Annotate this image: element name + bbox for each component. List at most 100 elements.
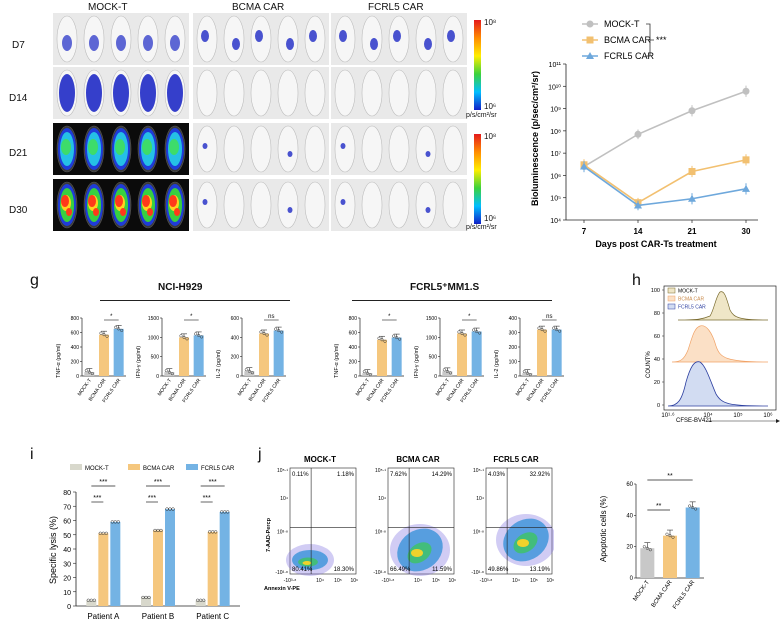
flow-x-tick-label: 10⁶·⁷ <box>448 578 456 584</box>
biolum-line-bcma <box>583 159 747 204</box>
cytokine-ylabel: IFN-γ (pg/ml) <box>136 346 142 378</box>
panel-g-right-rule <box>352 300 552 301</box>
flow-x-tick-label: 10⁵ <box>530 578 538 584</box>
bar-mock <box>84 372 95 376</box>
bli-image-d14-bcma <box>192 66 330 120</box>
bar-fcrl5 <box>273 330 284 376</box>
panel-g-right-title: FCRL5⁺MM1.S <box>410 282 480 293</box>
bar-y-tick-label: 600 <box>71 331 80 337</box>
flow-x-tick-label: 10⁴ <box>316 578 324 584</box>
bar-dot <box>365 371 369 375</box>
bar-y-tick-label: 800 <box>349 316 358 322</box>
lysis-dot <box>147 595 151 600</box>
bar-dot <box>645 546 649 550</box>
biolum-y-tick-label: 10⁹ <box>550 107 561 114</box>
bli-col-label-mock: MOCK-T <box>88 2 128 13</box>
flow-x-tick-label: 10⁴ <box>414 578 422 584</box>
cfse-y-tick-label: 20 <box>654 380 660 386</box>
cfse-legend-swatch-fcrl5 <box>667 303 676 310</box>
bar-dot <box>274 327 278 331</box>
bar-dot <box>277 329 281 333</box>
bar-y-tick-label: 1500 <box>426 316 437 322</box>
flow-q4-value: 11.59% <box>432 567 453 573</box>
bar-dot <box>377 336 381 340</box>
flow-q3-value: 49.86% <box>488 567 509 573</box>
cfse-histogram-mock <box>677 291 769 321</box>
bli-row-label-d14: D14 <box>9 93 28 104</box>
flow-plot-title: MOCK-T <box>304 455 336 464</box>
lysis-bar-bcma <box>98 533 109 606</box>
bar-dot <box>200 335 204 339</box>
bar-dot <box>525 371 529 375</box>
biolum-y-tick-label: 10⁶ <box>550 173 561 180</box>
biolum-x-tick-label: 7 <box>582 227 587 236</box>
flow-y-tick-label: 10³·⁸ <box>277 529 288 535</box>
lysis-y-tick-label: 10 <box>63 590 71 597</box>
legend-label-mock: MOCK-T <box>604 19 640 29</box>
bar-dot <box>170 372 174 376</box>
bar-y-tick-label: 40 <box>626 513 633 519</box>
bar-y-tick-label: 300 <box>509 331 518 337</box>
cfse-y-tick-label: 80 <box>654 311 660 317</box>
biolum-x-tick-label: 14 <box>634 227 643 236</box>
bar-y-tick-label: 20 <box>626 545 633 551</box>
bli-row-label-d7: D7 <box>12 40 25 51</box>
bar-dot <box>445 369 449 373</box>
flow-plot-fcrl5: FCRL5 CAR 4.03% 32.92% 49.86% 13.19% -10³·⁸ 10… <box>471 455 554 584</box>
flow-density-core <box>411 549 423 557</box>
bli-image-d7-mock <box>52 12 190 66</box>
lysis-bar-fcrl5 <box>110 521 121 606</box>
lysis-dot <box>159 528 163 533</box>
lysis-dot <box>214 530 218 534</box>
bar-y-tick-label: 400 <box>71 345 80 351</box>
bar-dot <box>265 333 269 337</box>
bar-dot <box>648 548 652 552</box>
lysis-y-tick-label: 60 <box>63 519 71 526</box>
cfse-legend-bcma: BCMA CAR <box>678 297 705 303</box>
bar-dot <box>472 328 476 332</box>
biolum-y-tick-label: 10⁷ <box>551 151 562 158</box>
bar-dot <box>244 368 248 372</box>
lysis-sig-label: *** <box>99 479 107 486</box>
flow-q4-value: 18.30% <box>334 567 355 573</box>
lysis-bar-mock <box>86 600 97 606</box>
bar-dot <box>457 330 461 334</box>
bar-dot <box>250 371 254 375</box>
biolum-y-tick-label: 10⁵ <box>550 196 561 203</box>
lysis-bar-bcma <box>153 530 163 606</box>
bar-y-tick-label: 200 <box>349 360 358 366</box>
bar-y-tick-label: 400 <box>349 345 358 351</box>
bli-scale-top-1: 10⁸ <box>484 18 497 27</box>
bar-category-label: BCMA CAR <box>651 579 674 609</box>
flow-plot-title: BCMA CAR <box>396 455 439 464</box>
bar-dot <box>694 507 698 511</box>
panel-j-label: j <box>258 446 262 463</box>
bar-dot <box>87 370 91 374</box>
cfse-frame <box>663 285 777 411</box>
biolum-y-tick-label: 10⁴ <box>550 218 561 225</box>
lysis-dot <box>104 531 108 535</box>
bar-dot <box>460 331 464 336</box>
flow-density-core <box>517 539 529 547</box>
cytokine-ylabel: IFN-γ (pg/ml) <box>414 346 420 378</box>
bli-scale-top-2: 10⁸ <box>484 132 497 141</box>
biolum-xlabel: Days post CAR-Ts treatment <box>595 239 716 249</box>
bar-dot <box>247 369 251 373</box>
bar-fcrl5 <box>113 328 124 376</box>
legend-marker-fcrl5 <box>586 52 594 59</box>
apoptotic-cells-chart: Apoptotic cells (%) 0 20 40 60 MOCK-T BCMA CA… <box>599 473 704 610</box>
cfse-x-tick-label: 10⁴ <box>703 412 713 419</box>
lysis-legend-swatch-fcrl5 <box>186 464 198 470</box>
bar-dot <box>642 545 646 549</box>
flow-q1-value: 7.62% <box>390 472 408 478</box>
bar-dot <box>540 328 544 332</box>
bar-y-tick-label: 200 <box>71 360 80 366</box>
bli-col-label-bcma: BCMA CAR <box>232 2 285 13</box>
bli-image-d30-fcrl5 <box>330 178 468 232</box>
flow-x-tick-label: -10³·⁸ <box>284 578 297 584</box>
cfse-legend-mock: MOCK-T <box>678 289 698 295</box>
bli-image-d21-bcma <box>192 122 330 176</box>
bli-scale-bottom-2: 10⁶ <box>484 214 497 223</box>
